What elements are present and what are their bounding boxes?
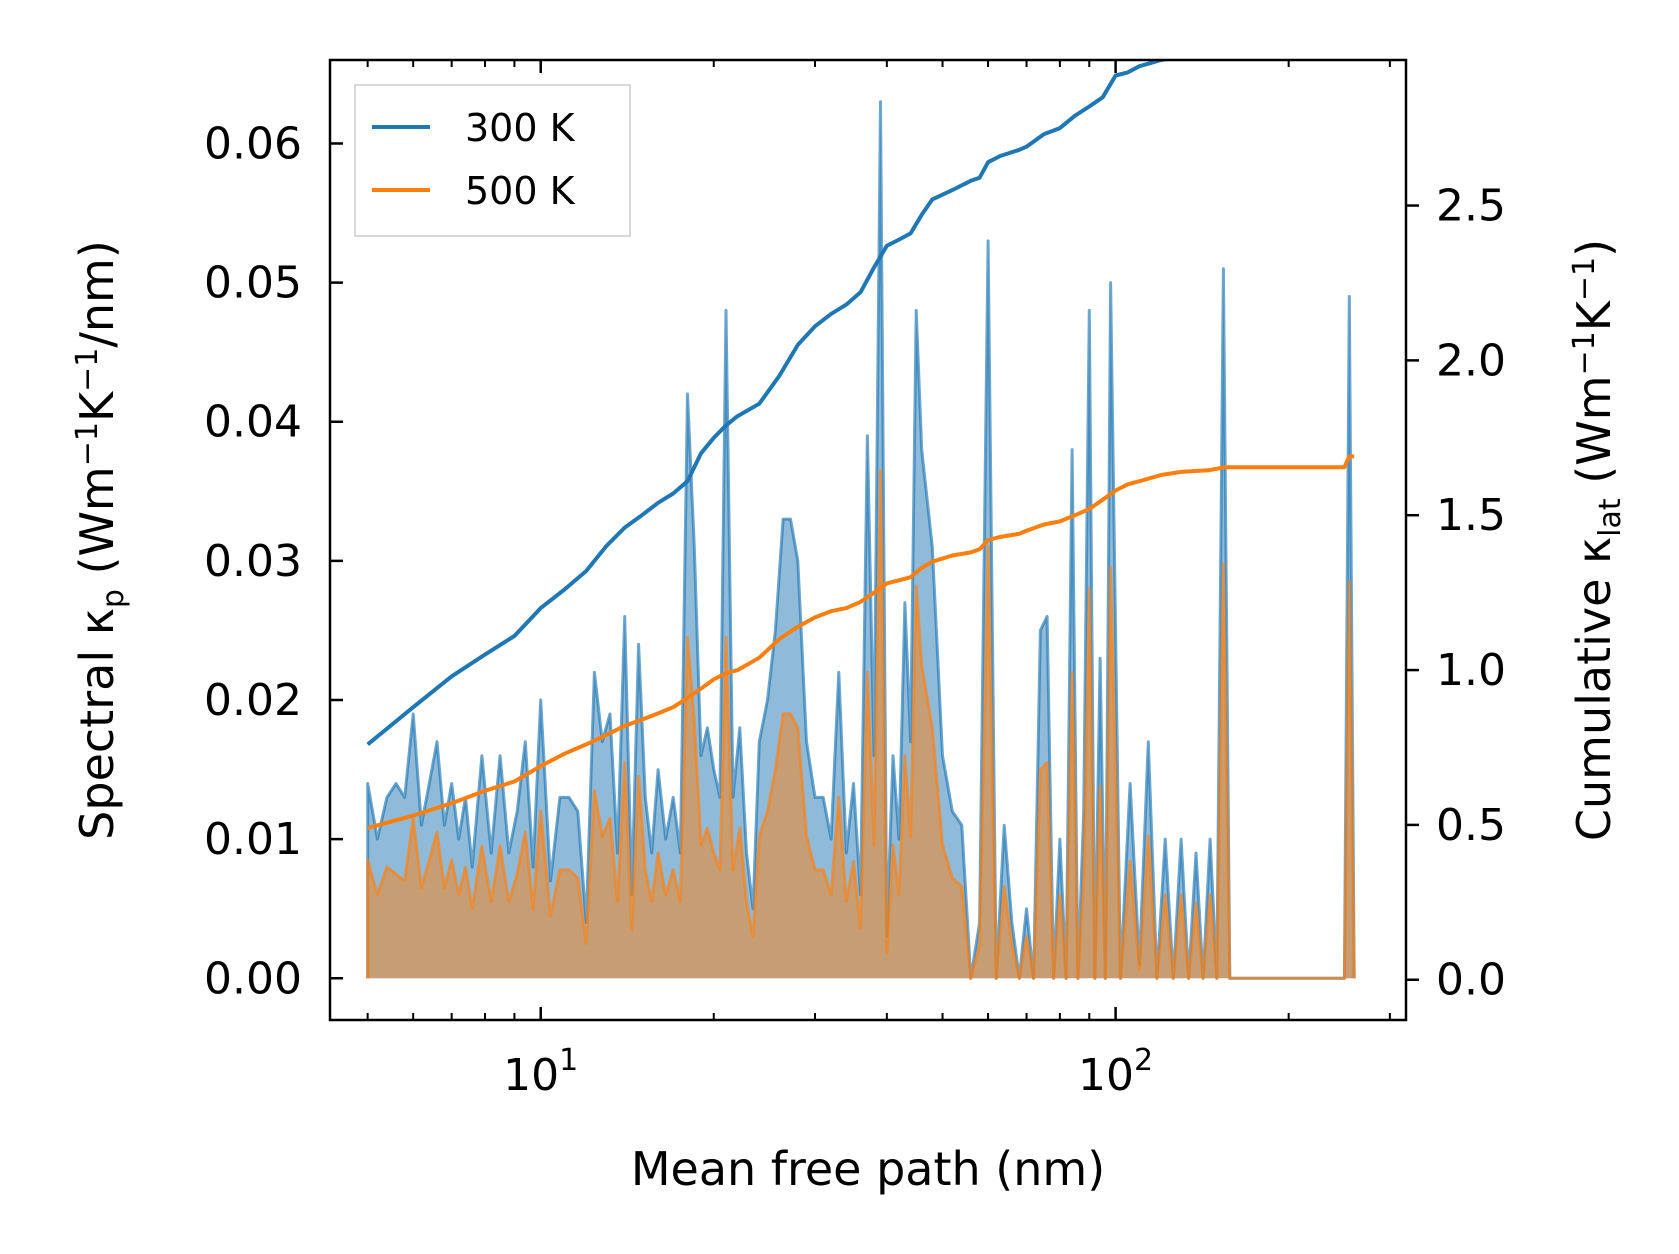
x-axis-title: Mean free path (nm) xyxy=(631,1142,1105,1196)
y-left-tick-label: 0.04 xyxy=(204,397,302,448)
x-tick-label: 101 xyxy=(503,1043,578,1101)
plot-frame xyxy=(328,58,1408,1022)
spectral-line-500k xyxy=(366,468,1356,980)
y-left-tick-label: 0.03 xyxy=(204,536,302,587)
cumulative-lines xyxy=(366,60,1355,830)
y-right-tick-label: 2.0 xyxy=(1436,335,1506,386)
legend: 300 K 500 K xyxy=(354,84,631,237)
y-left-tick-label: 0.00 xyxy=(204,953,302,1004)
legend-label-500k: 500 K xyxy=(465,169,576,213)
y-left-tick-label: 0.01 xyxy=(204,814,302,865)
y-left-tick-label: 0.06 xyxy=(204,118,302,169)
y-right-tick-label: 1.5 xyxy=(1436,490,1506,541)
y-left-axis-title: Spectral κp (Wm−1K−1/nm) xyxy=(70,240,131,840)
y-left-tick-label: 0.05 xyxy=(204,258,302,309)
x-tick-label: 102 xyxy=(1078,1043,1153,1101)
spectral-line-300k xyxy=(366,100,1356,980)
y-right-axis-title: Cumulative κlat (Wm−1K−1) xyxy=(1567,239,1628,841)
y-left-tick-label: 0.02 xyxy=(204,675,302,726)
cumulative-line-500k xyxy=(367,454,1355,830)
cumulative-line-300k xyxy=(366,60,1175,746)
axis-ticks xyxy=(330,60,1419,1020)
legend-box xyxy=(354,84,631,237)
tick-labels: 101 102 0.00 0.01 0.02 0.03 0.04 0.05 0.06 0.0 0.5… xyxy=(204,118,1506,1101)
spectral-fills xyxy=(366,100,1356,980)
y-right-tick-label: 0.5 xyxy=(1436,800,1506,851)
legend-label-300k: 300 K xyxy=(465,106,576,150)
y-right-tick-label: 0.0 xyxy=(1436,955,1506,1006)
y-right-tick-label: 1.0 xyxy=(1436,645,1506,696)
y-right-tick-label: 2.5 xyxy=(1436,181,1506,232)
